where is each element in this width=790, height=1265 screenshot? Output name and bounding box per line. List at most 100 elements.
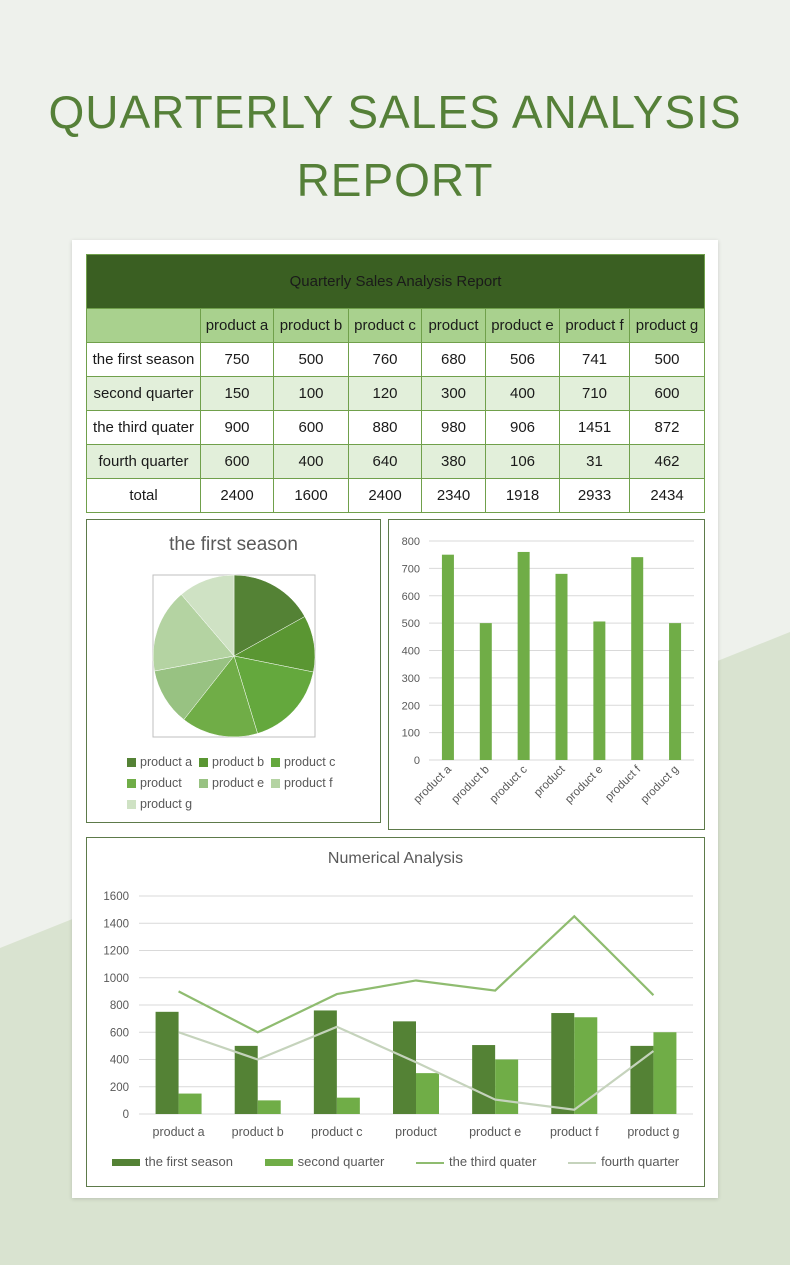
legend-label: product e	[212, 776, 265, 790]
row-label: total	[86, 478, 201, 513]
combo-chart: 0 200 400 600 800 1000 1200 1400 1600 product a pr…	[103, 891, 693, 1139]
row-label: second quarter	[86, 376, 201, 411]
series-line	[178, 914, 655, 1034]
pie-slice	[183, 655, 258, 738]
y-tick-label: 200	[110, 1082, 129, 1094]
table-title: Quarterly Sales Analysis Report	[85, 254, 706, 309]
y-tick-label: 800	[110, 1000, 129, 1012]
bar	[257, 1100, 281, 1114]
column-header: product	[421, 308, 486, 343]
legend-swatch	[416, 1161, 444, 1164]
bar	[393, 1021, 416, 1114]
bar	[653, 1032, 677, 1114]
x-tick-label: product e	[563, 764, 605, 806]
legend-swatch	[199, 758, 208, 768]
combo-chart-title: Numerical Analysis	[327, 850, 464, 867]
y-tick-label: 600	[110, 1027, 129, 1039]
legend-item: fourth quarter	[568, 1154, 679, 1169]
bar	[630, 1045, 654, 1114]
table-cell: 2400	[200, 478, 274, 513]
bar	[155, 1011, 179, 1114]
bar	[669, 623, 682, 760]
table-cell: 400	[273, 444, 349, 479]
bar	[416, 1073, 439, 1114]
legend-swatch	[127, 758, 136, 768]
table-cell: 2400	[348, 478, 422, 513]
table-cell: 400	[485, 376, 560, 411]
table-cell: 2340	[421, 478, 486, 513]
table-cell: 1451	[559, 410, 630, 445]
table-cell: 31	[559, 444, 630, 479]
bar	[313, 1010, 337, 1114]
x-tick-label: product a	[153, 1125, 205, 1139]
legend-swatch	[568, 1161, 597, 1164]
x-tick-label: product c	[311, 1125, 362, 1139]
y-tick-label: 100	[402, 728, 420, 740]
table-cell: 600	[200, 444, 274, 479]
y-tick-label: 200	[402, 700, 420, 712]
bar	[336, 1097, 360, 1114]
y-tick-label: 0	[123, 1109, 129, 1121]
table-cell: 1600	[273, 478, 349, 513]
table-cell: 640	[348, 444, 422, 479]
legend-swatch	[199, 779, 208, 789]
bar	[631, 557, 644, 760]
table-cell: 500	[628, 342, 706, 377]
table-cell: 880	[348, 410, 422, 445]
x-tick-label: product f	[550, 1125, 599, 1139]
row-label: fourth quarter	[86, 444, 201, 479]
y-tick-label: 300	[402, 673, 420, 685]
table-cell: 150	[200, 376, 274, 411]
table-cell: 500	[273, 342, 349, 377]
row-label: the first season	[86, 342, 201, 377]
x-tick-label: product c	[488, 763, 530, 805]
x-tick-label: product g	[639, 764, 681, 806]
legend-label: second quarter	[297, 1154, 385, 1169]
table-cell: 872	[628, 410, 706, 445]
table-row: the first season 750 500 760 680 506 741…	[86, 342, 706, 377]
pie-chart-title: the first season	[169, 534, 298, 555]
column-header: product a	[200, 308, 274, 343]
legend-item: product c	[271, 752, 343, 773]
x-tick-label: product g	[627, 1125, 679, 1139]
bar	[495, 1059, 519, 1114]
column-header: product b	[273, 308, 349, 343]
bar	[555, 573, 568, 760]
table-cell: 120	[348, 376, 422, 411]
y-tick-label: 400	[110, 1055, 129, 1067]
legend-label: product c	[284, 755, 336, 769]
table-cell: 2933	[559, 478, 630, 513]
y-tick-label: 1600	[103, 891, 129, 903]
legend-label: product g	[140, 797, 193, 811]
legend-label: the first season	[144, 1154, 234, 1169]
table-cell: 106	[485, 444, 560, 479]
table-row: the third quater 900 600 880 980 906 145…	[86, 410, 706, 445]
bar	[479, 623, 492, 760]
page-title: QUARTERLY SALES ANALYSIS REPORT	[48, 86, 742, 206]
y-tick-label: 0	[414, 755, 420, 767]
x-tick-label: product	[395, 1125, 437, 1139]
bar	[472, 1045, 496, 1114]
legend-item: product e	[199, 773, 271, 794]
table-cell: 900	[200, 410, 274, 445]
bar	[178, 1093, 202, 1114]
table-cell: 300	[421, 376, 486, 411]
legend-swatch	[271, 758, 280, 768]
bar	[517, 551, 530, 760]
series-line	[178, 1025, 655, 1111]
legend-label: the third quater	[449, 1154, 537, 1169]
table-cell: 380	[421, 444, 486, 479]
y-tick-label: 600	[402, 591, 420, 603]
table-cell: 462	[628, 444, 706, 479]
legend-label: product	[140, 776, 182, 790]
legend-swatch	[264, 1159, 293, 1167]
bar	[441, 554, 454, 760]
table-cell: 906	[485, 410, 560, 445]
legend-swatch	[111, 1159, 140, 1167]
table-cell: 710	[559, 376, 630, 411]
pie-chart	[152, 574, 316, 738]
bar	[551, 1013, 575, 1114]
table-row-total: total 2400 1600 2400 2340 1918 2933 2434	[86, 478, 706, 513]
y-tick-label: 500	[402, 618, 420, 630]
